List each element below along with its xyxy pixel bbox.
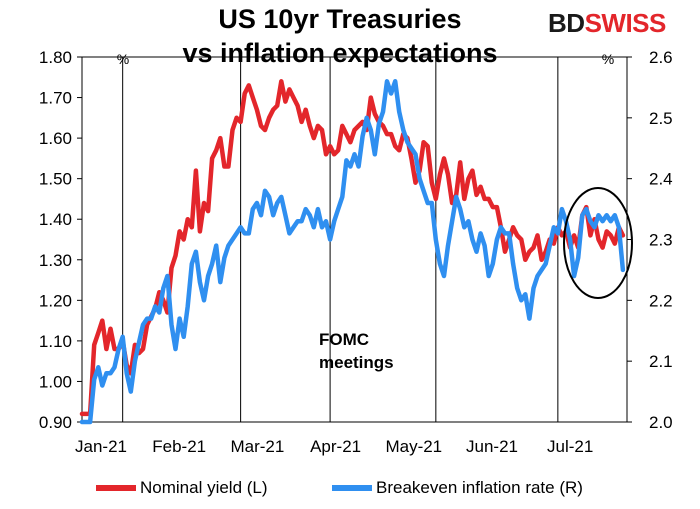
y-right-tick-label: 2.1 [649,352,673,371]
bdswiss-logo: BDSWISS [548,8,666,39]
chart-title-line1: US 10yr Treasuries [218,4,462,34]
y-left-tick-label: 1.70 [39,89,72,108]
x-tick-label: Feb-21 [152,437,206,456]
fomc-annotation-line: meetings [319,353,394,372]
y-right-unit: % [602,51,614,67]
y-left-tick-label: 1.30 [39,251,72,270]
legend-item-breakeven: Breakeven inflation rate (R) [332,478,583,498]
logo-bd: BD [548,8,585,38]
legend-item-nominal: Nominal yield (L) [96,478,268,498]
chart-title-line2: vs inflation expectations [182,38,498,68]
legend-swatch-breakeven [332,485,372,491]
y-right-tick-label: 2.4 [649,170,673,189]
y-left-tick-label: 1.00 [39,372,72,391]
y-left-tick-label: 1.40 [39,210,72,229]
x-tick-label: Jan-21 [75,437,127,456]
highlight-ellipse [563,187,633,299]
breakeven-inflation-line [79,79,626,425]
y-left-tick-label: 1.20 [39,291,72,310]
y-left-tick-label: 1.60 [39,129,72,148]
x-tick-label: Jun-21 [466,437,518,456]
x-tick-label: Apr-21 [310,437,361,456]
y-left-tick-label: 1.10 [39,332,72,351]
logo-swiss: SWISS [584,8,667,38]
y-left-unit: % [117,51,129,67]
nominal-yield-line [79,79,626,417]
legend: Nominal yield (L) Breakeven inflation ra… [0,478,700,502]
fomc-annotation-line: FOMC [319,330,369,349]
legend-swatch-nominal [96,485,136,491]
y-left-tick-label: 1.80 [39,48,72,67]
y-right-tick-label: 2.3 [649,231,673,250]
legend-label-nominal: Nominal yield (L) [140,478,268,497]
x-tick-label: Jul-21 [547,437,593,456]
y-right-tick-label: 2.6 [649,48,673,67]
legend-label-breakeven: Breakeven inflation rate (R) [376,478,583,497]
x-tick-label: Mar-21 [230,437,284,456]
y-left-tick-label: 1.50 [39,170,72,189]
y-right-tick-label: 2.5 [649,109,673,128]
x-tick-label: May-21 [385,437,442,456]
y-right-tick-label: 2.0 [649,413,673,432]
y-left-tick-label: 0.90 [39,413,72,432]
y-right-tick-label: 2.2 [649,291,673,310]
